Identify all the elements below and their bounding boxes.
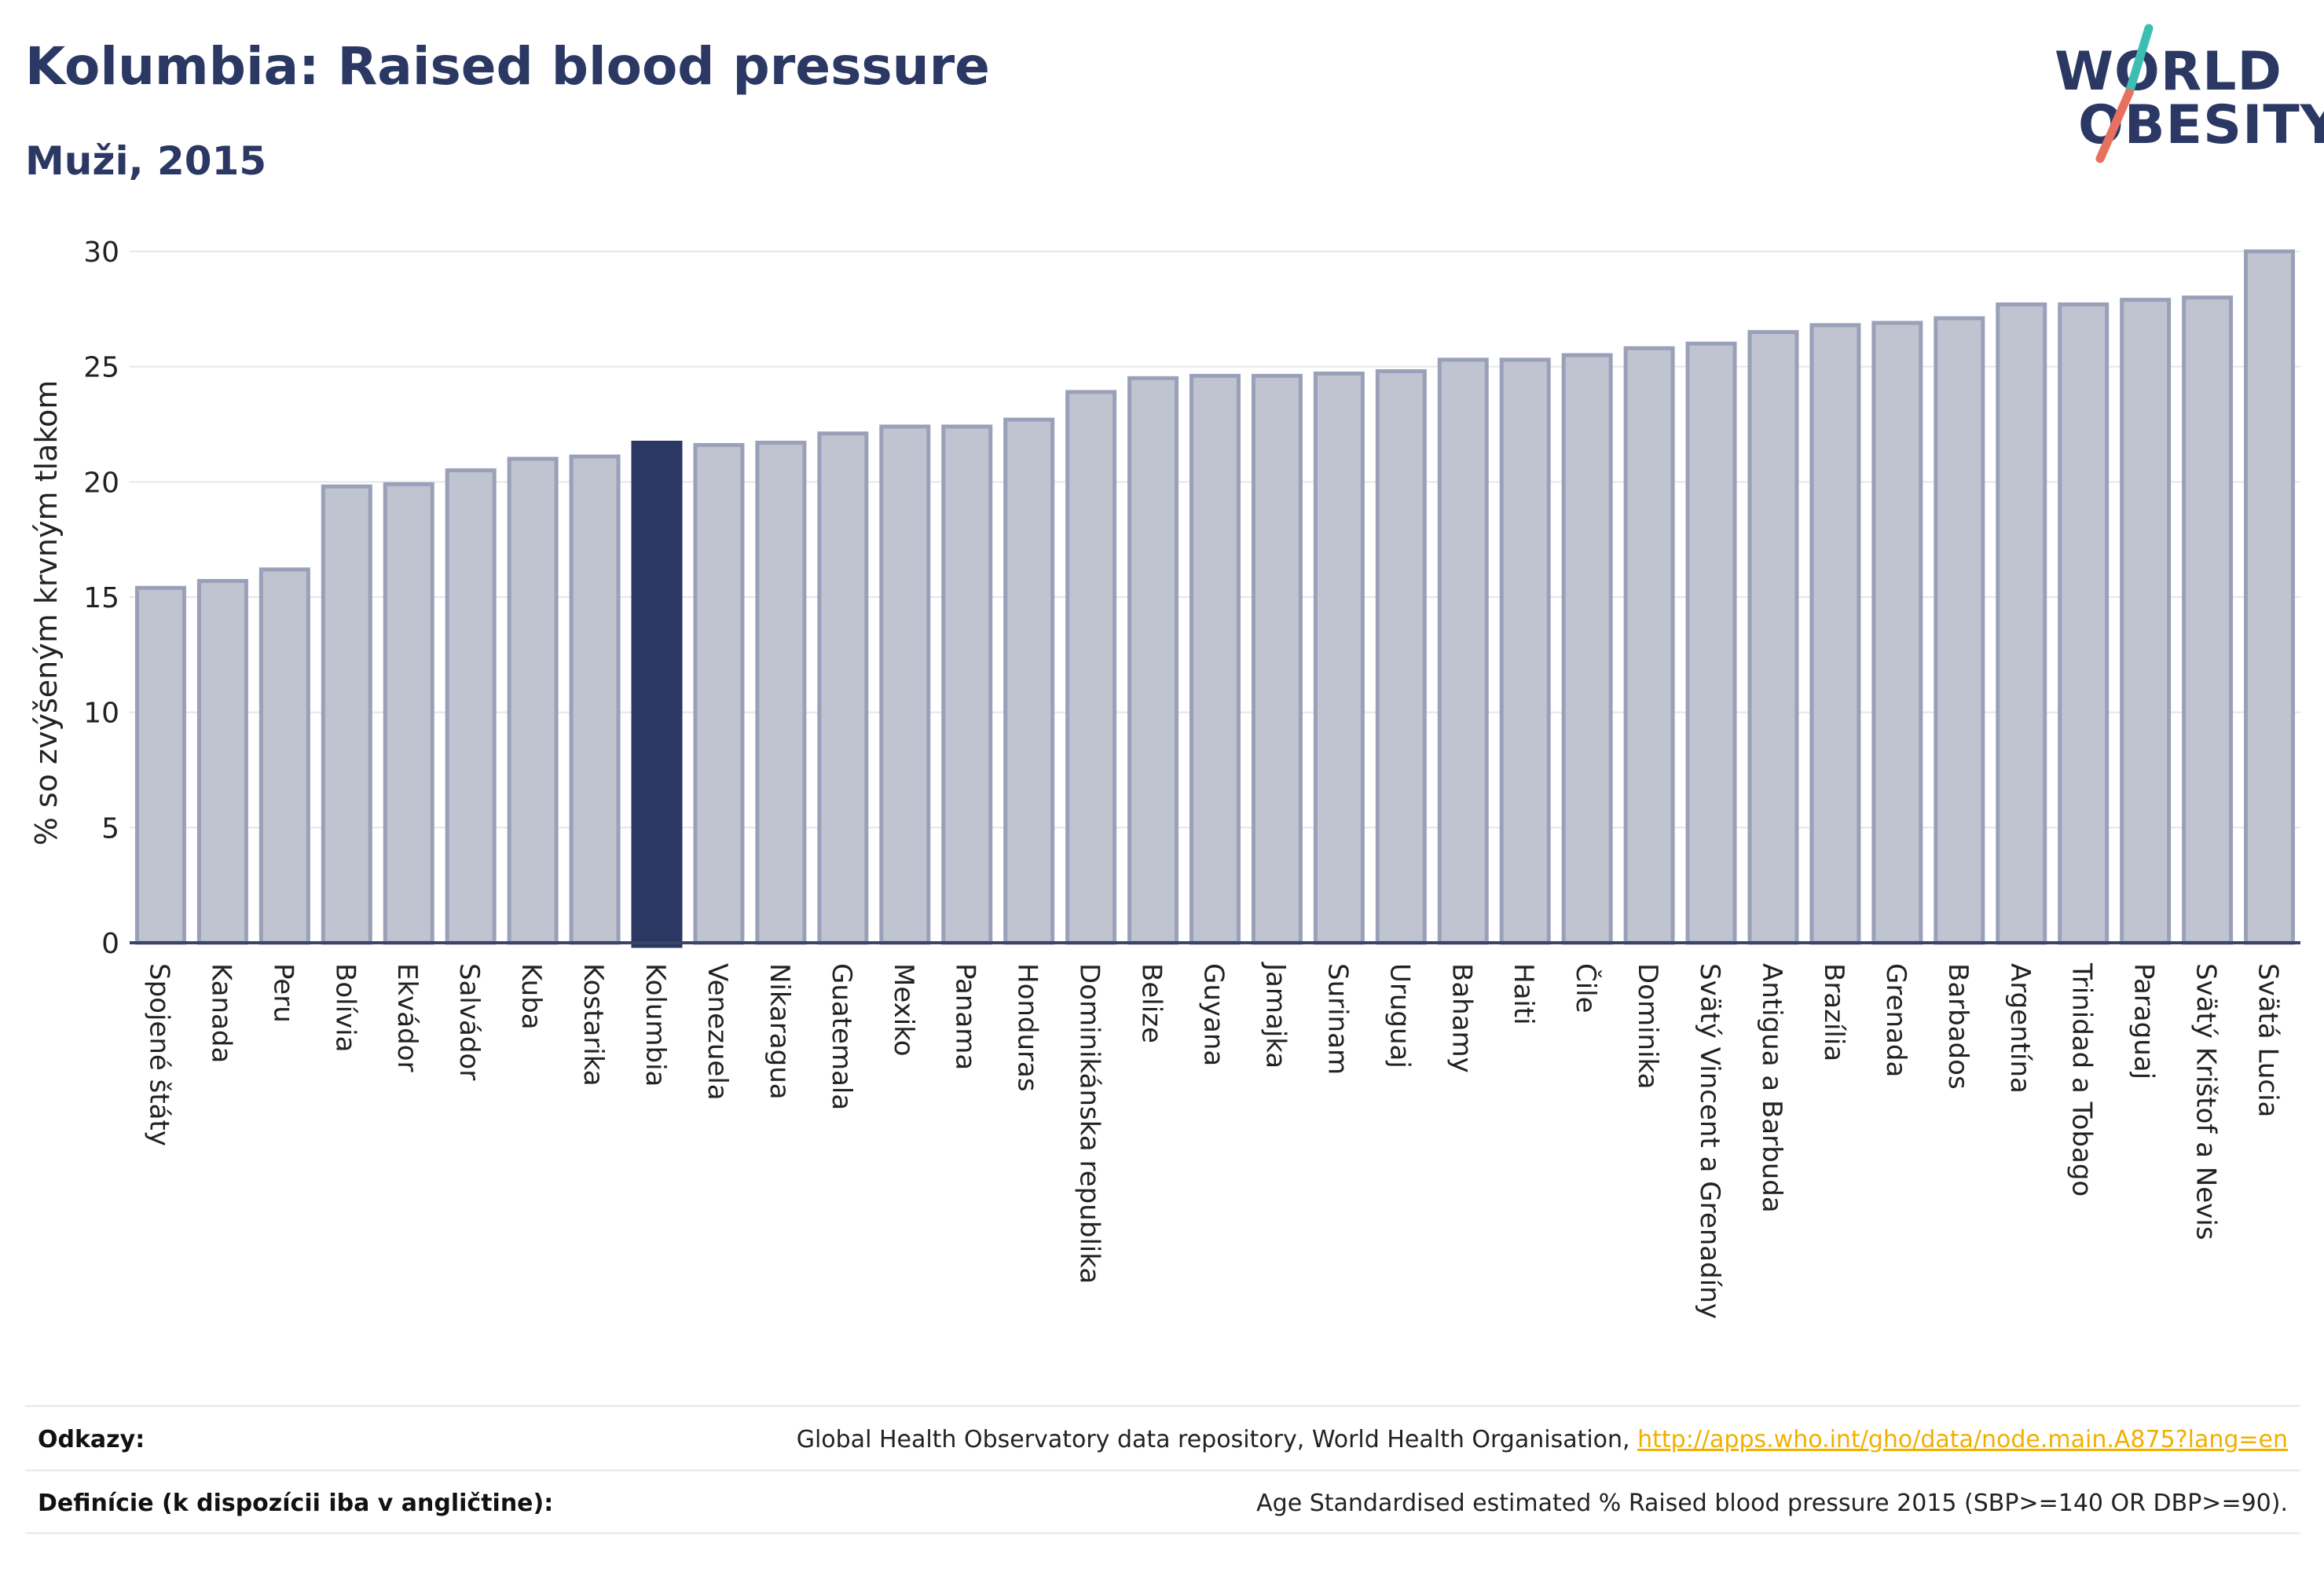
x-tick-label: Čile xyxy=(1570,963,1602,1013)
definitions-label: Definície (k dispozícii iba v angličtine… xyxy=(38,1490,554,1517)
footer-divider-bottom xyxy=(25,1532,2300,1534)
x-tick-label: Bolívia xyxy=(329,963,361,1052)
x-tick-label: Panama xyxy=(950,963,981,1070)
x-tick-label: Paraguaj xyxy=(2128,963,2160,1079)
logo-slash-icon xyxy=(2095,24,2154,163)
bar xyxy=(134,585,186,945)
x-tick-label: Bahamy xyxy=(1446,963,1477,1073)
x-tick-label: Uruguaj xyxy=(1384,963,1415,1068)
x-tick-label: Mexiko xyxy=(888,963,919,1057)
bar xyxy=(2058,302,2110,945)
x-tick-label: Haiti xyxy=(1508,963,1539,1025)
bar xyxy=(2182,295,2234,945)
bar xyxy=(1313,371,1365,945)
chart-subtitle: Muži, 2015 xyxy=(25,138,267,184)
y-tick-label: 15 xyxy=(83,582,119,614)
bar xyxy=(1871,321,1923,945)
x-tick-label: Barbados xyxy=(1942,963,1974,1090)
x-tick-label: Grenada xyxy=(1880,963,1912,1077)
bar xyxy=(1189,373,1241,945)
y-axis-label: % so zvýšeným krvným tlakom xyxy=(29,380,64,846)
x-tick-label: Peru xyxy=(267,963,299,1023)
x-tick-label: Dominikánska republika xyxy=(1074,963,1105,1284)
bar-chart: 0 5 10 15 20 25 30 Spojené štáty Kanada Peru Bolí… xyxy=(29,236,2300,1319)
bar xyxy=(1499,357,1551,945)
footer-divider-top xyxy=(25,1405,2300,1407)
y-tick-label: 30 xyxy=(83,236,119,269)
x-tick-label: Trinidad a Tobago xyxy=(2066,962,2098,1197)
y-tick-label: 10 xyxy=(83,698,119,730)
bar xyxy=(755,440,807,945)
bars xyxy=(134,249,2296,948)
bar xyxy=(2244,249,2296,945)
bar xyxy=(507,456,559,945)
x-tick-label: Kuba xyxy=(515,963,547,1030)
chart-title: Kolumbia: Raised blood pressure xyxy=(25,36,990,97)
definitions-value: Age Standardised estimated % Raised bloo… xyxy=(1256,1490,2288,1517)
y-tick-label: 25 xyxy=(83,352,119,384)
bar xyxy=(383,482,434,945)
x-tick-label: Kostarika xyxy=(577,963,609,1087)
x-tick-label: Belize xyxy=(1136,963,1167,1043)
bar xyxy=(569,454,621,945)
bar xyxy=(941,424,993,945)
x-tick-label: Salvádor xyxy=(453,963,485,1080)
bar xyxy=(1003,417,1055,945)
bar xyxy=(1996,302,2047,945)
bar xyxy=(1065,390,1117,945)
x-tick-label: Nikaragua xyxy=(764,963,795,1100)
x-tick-label: Argentína xyxy=(2004,963,2036,1094)
bar xyxy=(2120,298,2172,945)
logo-line-1: WORLD xyxy=(2055,41,2282,103)
y-tick-label: 0 xyxy=(101,928,119,960)
references-text: Global Health Observatory data repositor… xyxy=(796,1426,1630,1453)
x-tick-label: Svätá Lucia xyxy=(2253,963,2284,1117)
x-tick-label: Ekvádor xyxy=(391,963,423,1072)
x-tick-label: Venezuela xyxy=(702,963,733,1101)
bar xyxy=(1934,316,1985,945)
bar xyxy=(817,431,869,945)
x-tick-label: Brazília xyxy=(1818,963,1849,1061)
x-tick-labels: Spojené štáty Kanada Peru Bolívia Ekvádor Sal… xyxy=(143,962,2283,1319)
bar xyxy=(879,424,931,945)
references-label: Odkazy: xyxy=(38,1426,145,1453)
bar xyxy=(258,567,310,945)
x-tick-label: Svätý Krištof a Nevis xyxy=(2190,963,2222,1240)
x-tick-label: Dominika xyxy=(1632,963,1663,1089)
x-tick-label: Kolumbia xyxy=(640,963,671,1087)
x-tick-label: Antigua a Barbuda xyxy=(1756,963,1787,1213)
bar xyxy=(1251,373,1303,945)
bar xyxy=(693,442,745,945)
x-tick-label: Spojené štáty xyxy=(143,963,174,1146)
x-tick-label: Surinam xyxy=(1321,963,1353,1075)
x-tick-label: Guatemala xyxy=(826,963,857,1110)
bar xyxy=(321,484,372,945)
bar xyxy=(1561,353,1613,945)
x-tick-label: Guyana xyxy=(1198,963,1230,1066)
bar xyxy=(445,468,497,945)
bar xyxy=(1747,330,1799,945)
bar xyxy=(196,578,248,945)
bar xyxy=(1809,323,1861,945)
world-obesity-logo: WORLD OBESITY xyxy=(2039,17,2324,167)
bar xyxy=(1685,341,1737,945)
y-tick-label: 20 xyxy=(83,467,119,499)
bar xyxy=(1623,346,1675,945)
y-tick-labels: 0 5 10 15 20 25 30 xyxy=(83,236,119,960)
bar-highlighted xyxy=(631,440,683,948)
footer-divider-middle xyxy=(25,1469,2300,1472)
x-tick-label: Kanada xyxy=(205,963,236,1063)
references-link[interactable]: http://apps.who.int/gho/data/node.main.A… xyxy=(1637,1426,2288,1453)
x-tick-label: Honduras xyxy=(1012,963,1043,1092)
x-tick-label: Svätý Vincent a Grenadíny xyxy=(1694,963,1725,1319)
references-value: Global Health Observatory data repositor… xyxy=(797,1426,2288,1453)
bar xyxy=(1127,376,1179,945)
y-tick-label: 5 xyxy=(101,812,119,845)
x-tick-label: Jamajka xyxy=(1259,962,1291,1068)
bar xyxy=(1375,369,1427,945)
bar xyxy=(1437,357,1489,945)
